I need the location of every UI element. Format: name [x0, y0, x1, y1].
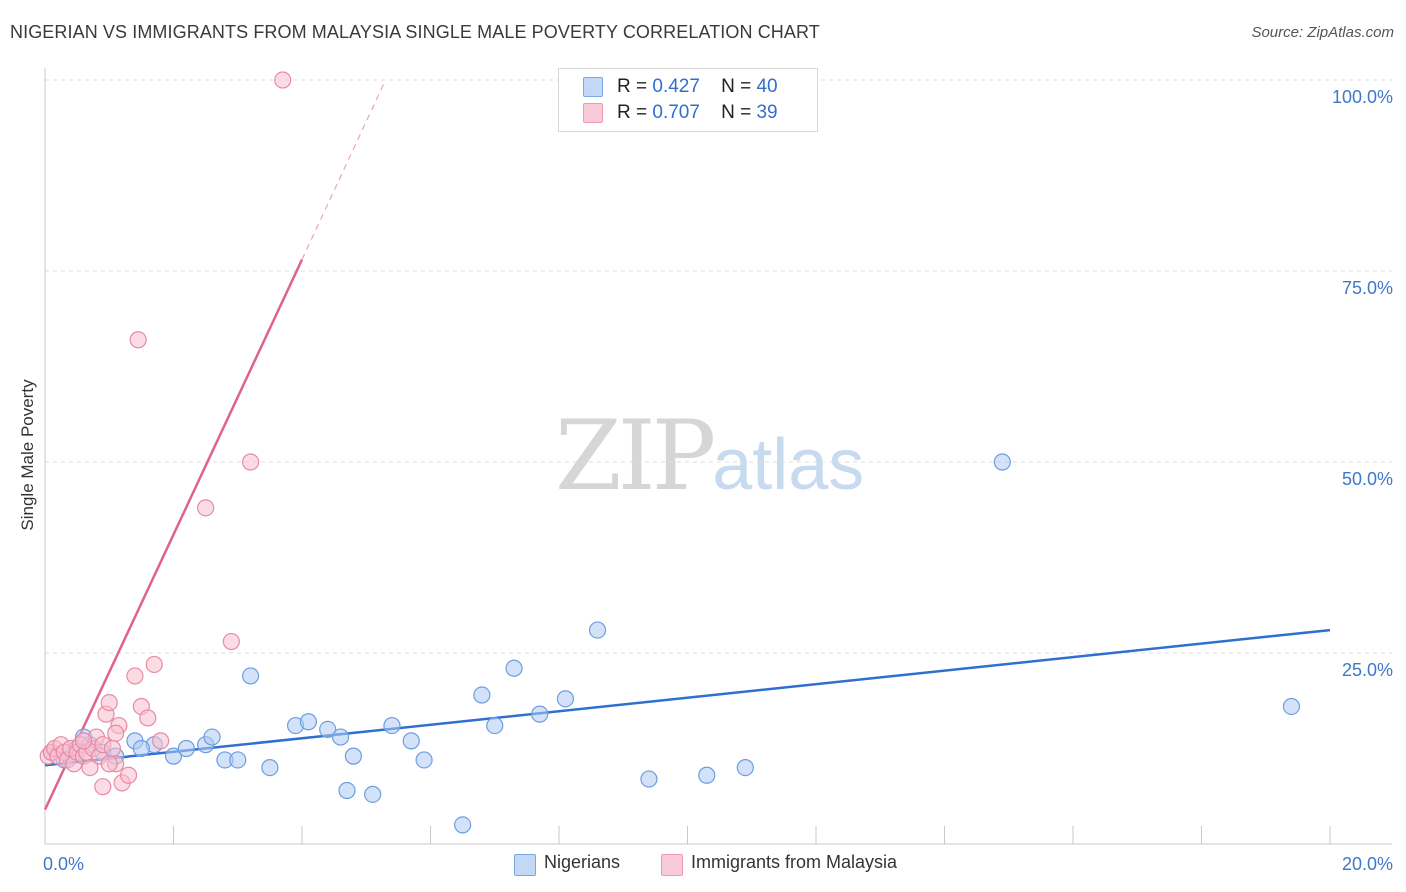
y-tick-label: 100.0%	[1332, 87, 1393, 107]
legend-n-label: N =	[721, 102, 752, 123]
legend-label-malaysia: Immigrants from Malaysia	[691, 852, 898, 872]
y-tick-label: 50.0%	[1342, 469, 1393, 489]
data-points	[39, 71, 1301, 834]
malaysia-point	[197, 499, 215, 517]
legend-r-value: 0.707	[652, 102, 700, 123]
malaysia-point	[152, 732, 170, 750]
watermark: ZIPatlas	[555, 400, 864, 512]
chart-source: Source: ZipAtlas.com	[1251, 24, 1394, 41]
nigerian-point	[640, 770, 658, 788]
legend-r-label: R =	[617, 76, 648, 97]
y-axis-label: Single Male Poverty	[18, 379, 37, 531]
legend-r-label: R =	[617, 102, 648, 123]
x-tick-label: 20.0%	[1342, 854, 1393, 874]
malaysia-point	[100, 694, 118, 712]
malaysia-point	[94, 778, 112, 796]
malaysia-point	[129, 331, 147, 349]
y-tick-label: 25.0%	[1342, 660, 1393, 680]
malaysia-point	[103, 739, 122, 758]
malaysia-point	[107, 724, 125, 742]
nigerian-point	[338, 781, 356, 800]
nigerian-point	[383, 716, 401, 735]
trend-lines	[43, 79, 1331, 811]
axes	[44, 68, 1392, 845]
nigerian-point	[261, 758, 279, 777]
watermark-zip: ZIP	[555, 400, 716, 512]
nigerian-point	[588, 621, 607, 639]
malaysia-point	[100, 755, 118, 773]
x-tick-label: 0.0%	[43, 854, 84, 874]
nigerian-point	[505, 659, 523, 677]
malaysia-point	[126, 667, 144, 685]
nigerian-point	[415, 751, 433, 769]
nigerian-point	[1282, 697, 1301, 716]
y-tick-label: 75.0%	[1342, 278, 1393, 298]
nigerian-point	[473, 686, 491, 704]
nigerian-point	[331, 728, 350, 746]
gridlines	[45, 79, 1392, 654]
nigerian-point	[164, 747, 183, 765]
tick-labels: 25.0% 50.0% 75.0% 100.0% 0.0% 20.0%	[43, 87, 1393, 874]
malaysia-point	[274, 71, 292, 89]
nigerian-point	[486, 716, 504, 735]
trend-line-malaysia-extension	[301, 79, 387, 260]
correlation-legend: R = 0.427 N = 40 R = 0.707 N = 39	[558, 68, 818, 132]
legend-swatch-malaysia	[583, 103, 603, 123]
malaysia-point	[145, 655, 163, 674]
nigerian-point	[203, 728, 221, 746]
nigerian-point	[698, 766, 716, 784]
nigerian-point	[556, 690, 575, 708]
legend-n-label: N =	[721, 76, 752, 97]
nigerian-point	[344, 747, 362, 765]
malaysia-point	[222, 632, 240, 651]
nigerian-point	[132, 739, 150, 758]
trend-line-nigerians	[44, 628, 1331, 767]
nigerian-point	[229, 751, 247, 769]
nigerian-point	[242, 667, 260, 685]
nigerian-point	[531, 705, 549, 723]
malaysia-point	[242, 453, 260, 471]
malaysia-point	[139, 709, 157, 727]
nigerian-point	[402, 732, 420, 750]
watermark-atlas: atlas	[712, 425, 865, 505]
nigerian-point	[736, 758, 754, 777]
legend-swatch-nigerians	[514, 854, 536, 876]
nigerian-point	[299, 713, 318, 731]
legend-swatch-malaysia	[661, 854, 683, 876]
legend-swatch-nigerians	[583, 77, 603, 97]
legend-n-value: 40	[756, 76, 778, 97]
chart-title: NIGERIAN VS IMMIGRANTS FROM MALAYSIA SIN…	[10, 22, 820, 42]
nigerian-point	[993, 453, 1011, 471]
malaysia-point	[81, 758, 99, 777]
malaysia-point	[74, 732, 93, 750]
nigerian-point	[364, 785, 382, 803]
trend-line-malaysia	[43, 259, 304, 811]
malaysia-point	[119, 766, 138, 784]
legend-r-value: 0.427	[652, 76, 700, 97]
nigerian-point	[177, 739, 195, 758]
nigerian-point	[319, 720, 337, 739]
legend-label-nigerians: Nigerians	[544, 852, 621, 872]
nigerian-point	[454, 816, 472, 834]
legend-n-value: 39	[756, 102, 778, 123]
